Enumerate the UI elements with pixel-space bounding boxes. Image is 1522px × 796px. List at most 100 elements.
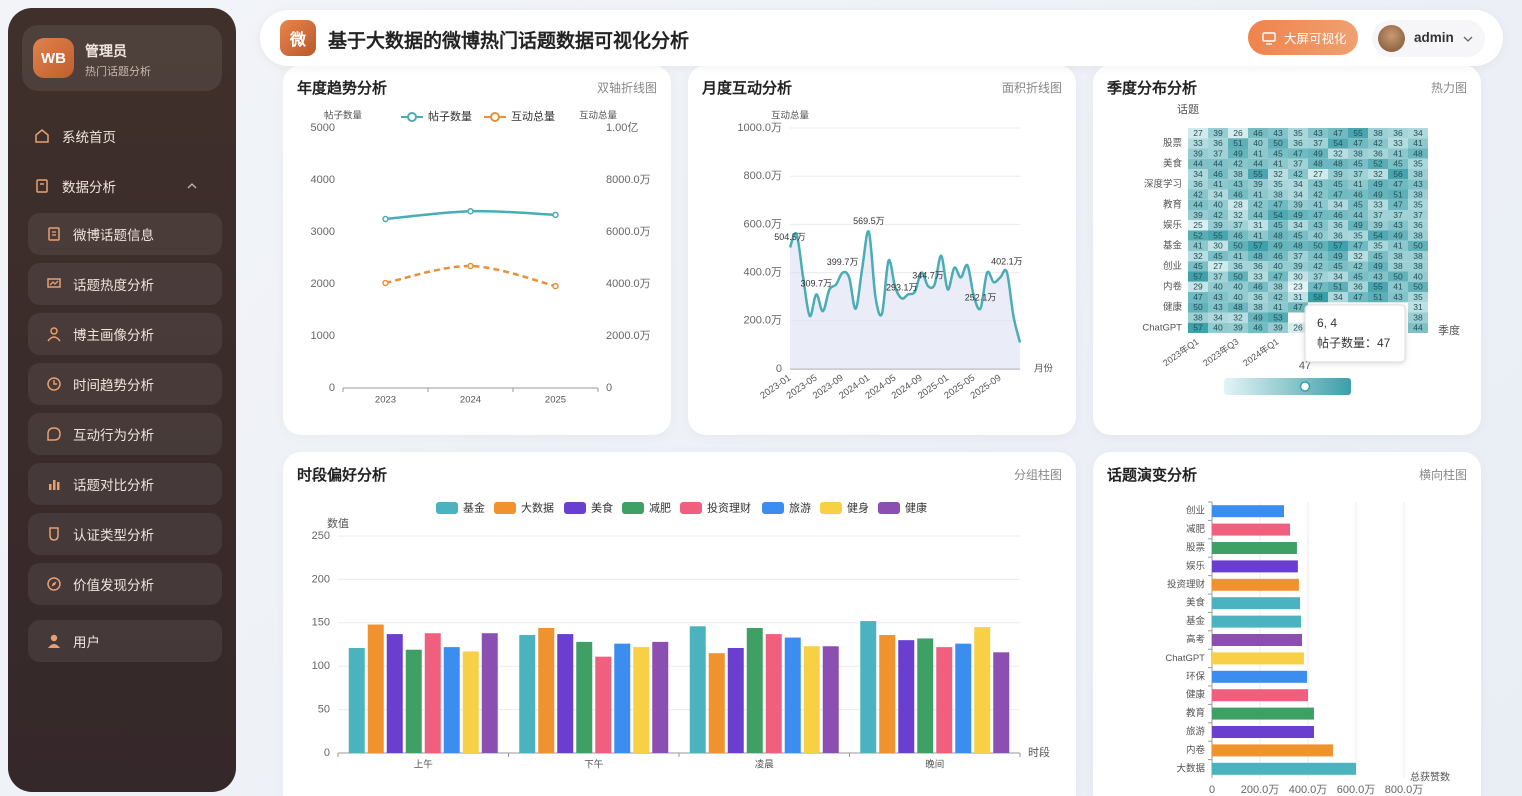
cell-label: 40 (1273, 261, 1283, 271)
cell-label: 33 (1373, 200, 1383, 210)
heat-cell (1208, 271, 1228, 282)
heat-cell (1408, 312, 1428, 323)
chart: 0 1000 2000 3000 4000 5000 0 2000.0万 4000.0万 6000… (311, 109, 651, 406)
cell-label: 50 (1413, 282, 1423, 292)
heat-cell (1288, 148, 1308, 159)
cell-label: 36 (1333, 230, 1343, 240)
cell-label: 43 (1273, 128, 1283, 138)
x-tick-label: 0 (1209, 784, 1215, 796)
y-tick-label: 100 (312, 660, 330, 672)
legend-label: 大数据 (521, 500, 554, 514)
x-tick-label: 2023年Q1 (1161, 336, 1201, 369)
sidebar-header: WB 管理员 热门话题分析 (22, 25, 222, 91)
submenu-item[interactable]: 微博话题信息 (28, 213, 222, 255)
menu-item[interactable]: 系统首页 (28, 115, 222, 157)
y-tick-label: 200 (312, 573, 330, 585)
legend-label: 互动总量 (511, 109, 555, 123)
menu-item[interactable]: 用户 (28, 620, 222, 662)
heat-cell (1208, 292, 1228, 303)
heat-cell (1308, 179, 1328, 190)
heat-cell (1368, 199, 1388, 210)
x-tick-label: 2024 (460, 395, 481, 406)
heat-cell (1208, 138, 1228, 149)
heat-cell (1268, 261, 1288, 272)
submenu-item[interactable]: 价值发现分析 (28, 563, 222, 605)
y-axis-name: 互动总量 (771, 110, 810, 122)
cell-label: 52 (1193, 230, 1203, 240)
heat-cell (1328, 179, 1348, 190)
cell-label: 42 (1313, 261, 1323, 271)
heat-cell (1288, 179, 1308, 190)
heat-cell (1408, 138, 1428, 149)
submenu-item[interactable]: 话题对比分析 (28, 463, 222, 505)
header: 微 基于大数据的微博热门话题数据可视化分析 大屏可视化 admin (260, 10, 1503, 66)
tooltip (1304, 304, 1406, 363)
heat-cell (1188, 322, 1208, 333)
menu-label: 系统首页 (62, 130, 116, 145)
bigscreen-button[interactable]: 大屏可视化 (1248, 20, 1358, 55)
tooltip-title: 6, 4 (1317, 316, 1337, 330)
heat-cell (1188, 302, 1208, 313)
bar (879, 634, 896, 753)
card-title: 月度互动分析 (702, 80, 793, 97)
submenu-item[interactable]: 博主画像分析 (28, 313, 222, 355)
cell-label: 42 (1353, 261, 1363, 271)
cell-label: 47 (1293, 148, 1303, 158)
y-tick-label: 美食 (1163, 157, 1183, 169)
cell-label: 41 (1393, 241, 1403, 251)
heat-cell (1248, 148, 1268, 159)
point (382, 279, 389, 287)
heat-cell (1268, 220, 1288, 231)
cell-label: 35 (1273, 179, 1283, 189)
heat-cell (1268, 179, 1288, 190)
cell-label: 49 (1373, 189, 1383, 199)
y-tick-label: 内卷 (1163, 280, 1183, 292)
cell-label: 46 (1253, 282, 1263, 292)
heat-cell (1348, 292, 1368, 303)
heat-cell (1288, 302, 1308, 313)
x-tick-label: 2023年Q3 (1201, 336, 1241, 369)
cell-label: 54 (1333, 138, 1343, 148)
bar (993, 652, 1010, 753)
heat-cell (1328, 230, 1348, 241)
caret (1463, 36, 1473, 42)
heat-cell (1228, 220, 1248, 231)
heat-cell (1248, 189, 1268, 200)
heat-cell (1368, 189, 1388, 200)
bar (557, 634, 574, 753)
cell-label: 44 (1193, 159, 1203, 169)
cell-label: 55 (1353, 128, 1363, 138)
heat-cell (1308, 199, 1328, 210)
user-menu[interactable]: admin (1372, 20, 1485, 57)
y-tick-label: 深度学习 (1144, 178, 1182, 190)
chart: 0200.0万400.0万600.0万800.0万1000.0万2023-012… (737, 110, 1053, 402)
y-tick-label: 4000.0万 (606, 278, 651, 290)
y-tick-label: 投资理财 (1167, 578, 1206, 590)
cell-label: 45 (1373, 251, 1383, 261)
menu-item[interactable]: 数据分析 (28, 165, 222, 207)
data-label: 344.7万 (912, 270, 944, 280)
visualmap-bar (1224, 378, 1351, 395)
cell-label: 34 (1213, 189, 1223, 199)
cell-label: 50 (1193, 302, 1203, 312)
submenu-item[interactable]: 时间趋势分析 (28, 363, 222, 405)
x-axis-name: 总获赞数 (1410, 771, 1450, 784)
heat-cell (1388, 148, 1408, 159)
cell-label: 38 (1193, 312, 1203, 322)
submenu-item[interactable]: 互动行为分析 (28, 413, 222, 455)
bar (1212, 670, 1308, 683)
heat-cell (1268, 251, 1288, 262)
cell-label: 37 (1233, 220, 1243, 230)
cell-label: 42 (1233, 159, 1243, 169)
legend-label: 健身 (847, 500, 869, 514)
heat-cell (1408, 240, 1428, 251)
y-tick-label: 大数据 (1176, 762, 1205, 774)
submenu-item[interactable]: 话题热度分析 (28, 263, 222, 305)
cell-label: 37 (1213, 148, 1223, 158)
icon (35, 129, 49, 143)
cell-label: 46 (1273, 251, 1283, 261)
submenu-item[interactable]: 认证类型分析 (28, 513, 222, 555)
cell-label: 41 (1193, 241, 1203, 251)
heat-cell (1208, 281, 1228, 292)
cell-label: 39 (1293, 200, 1303, 210)
